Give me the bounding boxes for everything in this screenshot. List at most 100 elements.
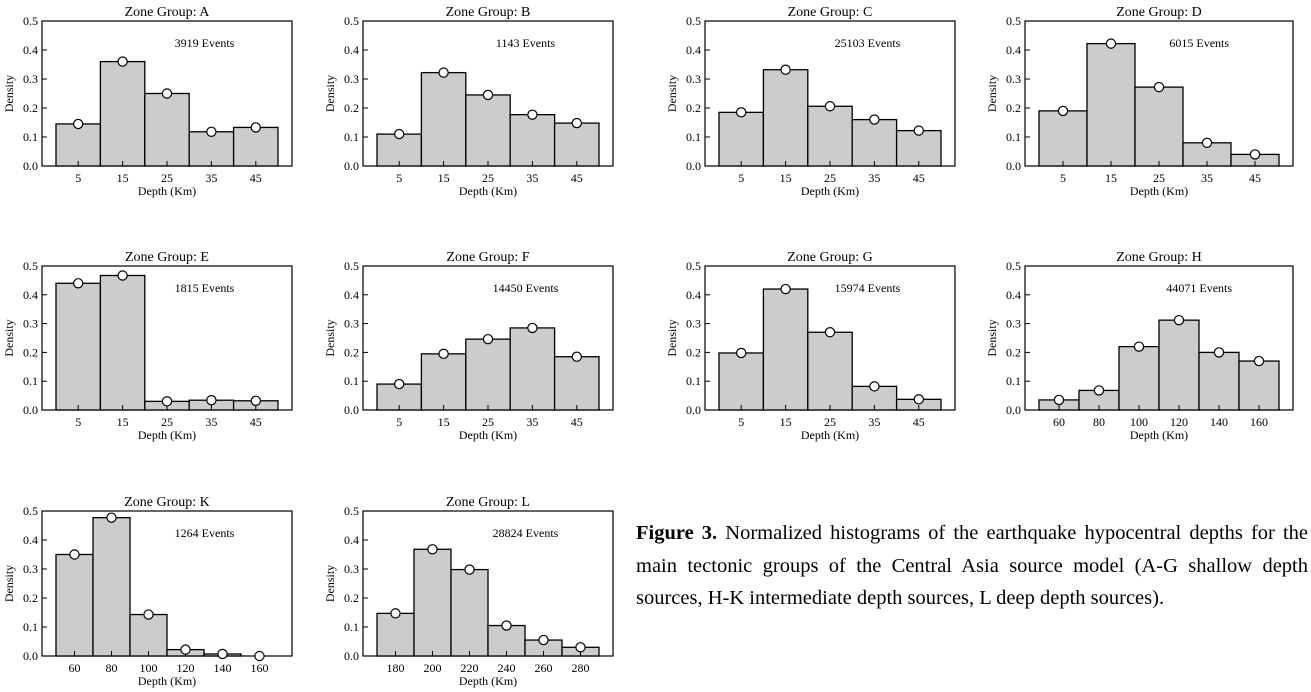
x-tick-label: 60 bbox=[69, 661, 81, 675]
y-tick-label: 0.0 bbox=[344, 649, 359, 663]
marker-240 bbox=[501, 620, 512, 631]
marker-140 bbox=[1213, 347, 1225, 358]
bar-35 bbox=[509, 114, 556, 167]
y-tick-label: 0.4 bbox=[686, 288, 701, 302]
x-tick-label: 25 bbox=[161, 171, 173, 185]
x-tick-label: 100 bbox=[1130, 415, 1148, 429]
bar-45 bbox=[553, 356, 600, 411]
y-tick-label: 0.3 bbox=[344, 562, 359, 576]
x-tick-label: 45 bbox=[250, 171, 262, 185]
x-axis-label: Depth (Km) bbox=[138, 674, 196, 688]
bar-15 bbox=[420, 71, 467, 167]
marker-15 bbox=[438, 67, 449, 78]
bar-15 bbox=[1086, 42, 1136, 167]
marker-5 bbox=[72, 118, 84, 130]
x-axis-label: Depth (Km) bbox=[459, 184, 517, 198]
marker-15 bbox=[780, 64, 791, 75]
marker-220 bbox=[464, 564, 475, 575]
bar-25 bbox=[465, 94, 511, 167]
y-tick-label: 0.2 bbox=[1006, 345, 1021, 359]
caption-text: Normalized histograms of the earthquake … bbox=[636, 522, 1308, 609]
bar-35 bbox=[851, 118, 898, 167]
marker-35 bbox=[527, 109, 538, 120]
x-tick-label: 5 bbox=[1060, 171, 1066, 185]
y-tick-label: 0.3 bbox=[344, 317, 359, 331]
bar-15 bbox=[99, 60, 146, 167]
y-tick-label: 0.0 bbox=[686, 159, 701, 173]
y-tick-label: 0.2 bbox=[23, 591, 38, 605]
chart-title: Zone Group: L bbox=[446, 495, 530, 510]
y-tick-label: 0.0 bbox=[23, 159, 38, 173]
marker-45 bbox=[1249, 149, 1261, 160]
y-axis-label: Density bbox=[323, 75, 337, 112]
y-tick-label: 0.0 bbox=[1006, 159, 1021, 173]
events-count: 6015 Events bbox=[1169, 36, 1229, 50]
x-tick-label: 160 bbox=[251, 661, 269, 675]
y-tick-label: 0.4 bbox=[344, 288, 359, 302]
x-tick-label: 35 bbox=[526, 415, 538, 429]
x-tick-label: 45 bbox=[1249, 171, 1261, 185]
y-tick-label: 0.1 bbox=[23, 130, 38, 144]
y-tick-label: 0.1 bbox=[344, 130, 359, 144]
x-tick-label: 120 bbox=[177, 661, 195, 675]
chart-title: Zone Group: D bbox=[1116, 5, 1202, 20]
marker-140 bbox=[217, 648, 228, 660]
y-tick-label: 0.1 bbox=[23, 374, 38, 388]
marker-15 bbox=[780, 283, 791, 295]
y-tick-label: 0.0 bbox=[344, 159, 359, 173]
marker-25 bbox=[824, 327, 836, 338]
marker-5 bbox=[394, 128, 405, 140]
y-tick-label: 0.1 bbox=[686, 130, 701, 144]
marker-160 bbox=[254, 650, 265, 662]
chart-f: 0.0 0.1 0.2 0.3 0.4 0.5 5 15 25 35 45 Zone Group: F… bbox=[323, 250, 614, 442]
y-tick-label: 0.0 bbox=[23, 403, 38, 417]
y-tick-label: 0.1 bbox=[344, 374, 359, 388]
x-tick-label: 220 bbox=[461, 661, 479, 675]
x-axis-label: Depth (Km) bbox=[801, 428, 859, 442]
y-tick-label: 0.5 bbox=[344, 259, 359, 273]
bar-5 bbox=[1038, 110, 1088, 167]
x-tick-label: 25 bbox=[482, 171, 494, 185]
chart-g: 0.0 0.1 0.2 0.3 0.4 0.5 5 15 25 35 45 Zone Group: G… bbox=[665, 250, 956, 442]
x-tick-label: 100 bbox=[140, 661, 158, 675]
y-tick-label: 0.0 bbox=[1006, 403, 1021, 417]
y-tick-label: 0.0 bbox=[23, 649, 38, 663]
y-tick-label: 0.1 bbox=[1006, 374, 1021, 388]
y-tick-label: 0.4 bbox=[23, 533, 38, 547]
marker-5 bbox=[72, 278, 84, 289]
bar-45 bbox=[553, 122, 600, 167]
y-tick-label: 0.4 bbox=[344, 43, 359, 57]
x-tick-label: 160 bbox=[1250, 415, 1268, 429]
bar-25 bbox=[144, 92, 190, 167]
x-tick-label: 15 bbox=[1105, 171, 1117, 185]
x-tick-label: 45 bbox=[571, 415, 583, 429]
y-tick-label: 0.5 bbox=[23, 259, 38, 273]
marker-100 bbox=[143, 609, 154, 620]
x-tick-label: 25 bbox=[824, 415, 836, 429]
chart-title: Zone Group: B bbox=[446, 5, 531, 20]
caption-label: Figure 3. bbox=[636, 522, 718, 544]
marker-80 bbox=[1093, 385, 1105, 396]
x-tick-label: 25 bbox=[1153, 171, 1165, 185]
y-tick-label: 0.2 bbox=[23, 101, 38, 115]
events-count: 1143 Events bbox=[496, 36, 556, 50]
marker-35 bbox=[869, 114, 880, 125]
marker-180 bbox=[390, 608, 401, 619]
bar-45 bbox=[895, 129, 942, 167]
y-axis-label: Density bbox=[2, 565, 16, 602]
x-axis-label: Depth (Km) bbox=[138, 184, 196, 198]
marker-25 bbox=[824, 101, 836, 112]
marker-120 bbox=[1173, 314, 1185, 326]
events-count: 15974 Events bbox=[835, 281, 901, 295]
bar-5 bbox=[718, 352, 765, 411]
y-axis-label: Density bbox=[665, 319, 679, 356]
marker-100 bbox=[1133, 341, 1145, 352]
marker-5 bbox=[736, 107, 747, 118]
x-tick-label: 200 bbox=[424, 661, 442, 675]
x-tick-label: 140 bbox=[1210, 415, 1228, 429]
x-tick-label: 45 bbox=[250, 415, 262, 429]
y-axis-label: Density bbox=[985, 319, 999, 356]
events-count: 28824 Events bbox=[493, 526, 559, 540]
x-tick-label: 15 bbox=[780, 415, 792, 429]
